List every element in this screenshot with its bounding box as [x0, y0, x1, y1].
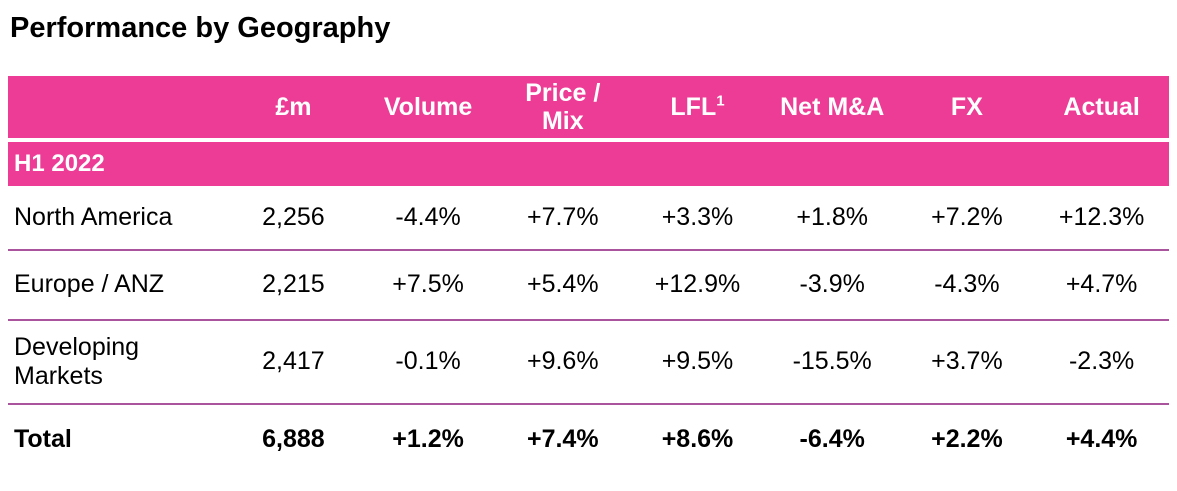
column-header-actual: Actual [1034, 76, 1169, 142]
table-header: £m Volume Price / Mix LFL1 Net M&A FX Ac… [8, 76, 1169, 142]
column-header-fx: FX [899, 76, 1035, 142]
table-row: Developing Markets 2,417 -0.1% +9.6% +9.5% -1… [8, 320, 1169, 405]
column-header-net-ma: Net M&A [764, 76, 900, 142]
data-cell: +7.4% [526, 424, 599, 453]
column-header-gbp-m: £m [226, 76, 361, 142]
data-cell: +9.6% [495, 320, 631, 405]
row-label: North America [8, 186, 227, 251]
data-cell: +12.3% [1034, 186, 1169, 251]
row-label-text: Total [14, 424, 72, 453]
data-cell: -2.3% [1034, 320, 1169, 405]
data-cell: 6,888 [262, 424, 325, 453]
data-cell: +4.4% [1065, 424, 1138, 453]
column-header-lfl: LFL1 [630, 76, 765, 142]
data-cell: +7.2% [899, 186, 1035, 251]
data-cell: +9.5% [630, 320, 765, 405]
table-row: Europe / ANZ 2,215 +7.5% +5.4% +12.9% -3.9% -4… [8, 250, 1169, 321]
column-header-label: Actual [1063, 93, 1140, 121]
data-cell: -6.4% [799, 424, 865, 453]
header-row: £m Volume Price / Mix LFL1 Net M&A FX Ac… [8, 76, 1169, 142]
row-label-text: Europe / ANZ [14, 270, 165, 299]
column-header-label: Net M&A [780, 93, 885, 121]
row-label-text: North America [14, 202, 173, 231]
data-cell: +7.7% [495, 186, 631, 251]
section-label: H1 2022 [8, 140, 1169, 186]
page-title: Performance by Geography [10, 12, 391, 44]
column-header-label: Price / Mix [525, 79, 601, 135]
column-header-label: Volume [383, 93, 473, 121]
column-header-price-mix: Price / Mix [495, 76, 631, 142]
lfl-footnote-marker: 1 [716, 92, 725, 110]
row-label-text: Developing Markets [14, 332, 140, 391]
column-header-label: LFL [670, 93, 717, 121]
section-row-h1-2022: H1 2022 [8, 140, 1169, 186]
data-cell: +1.8% [764, 186, 900, 251]
row-label: Developing Markets [8, 320, 227, 405]
row-label: Europe / ANZ [8, 250, 227, 321]
data-cell: +1.2% [392, 424, 464, 453]
data-cell: 2,215 [226, 250, 361, 321]
column-header-volume: Volume [360, 76, 496, 142]
row-label: Total [8, 404, 226, 474]
header-corner-cell [8, 76, 227, 142]
data-cell: +3.7% [899, 320, 1035, 405]
data-cell: -3.9% [764, 250, 900, 321]
table-row: North America 2,256 -4.4% +7.7% +3.3% +1.8% +7… [8, 186, 1169, 251]
data-cell: -0.1% [360, 320, 496, 405]
performance-table: £m Volume Price / Mix LFL1 Net M&A FX Ac… [8, 76, 1169, 474]
data-cell: 2,256 [226, 186, 361, 251]
data-cell: -15.5% [764, 320, 900, 405]
data-cell: -4.3% [899, 250, 1035, 321]
data-cell: +8.6% [661, 424, 734, 453]
data-cell: 2,417 [226, 320, 361, 405]
data-cell: +7.5% [360, 250, 496, 321]
data-cell: -4.4% [360, 186, 496, 251]
table-row-total: Total 6,888 +1.2% +7.4% +8.6% -6.4% +2.2% +4.4% [8, 404, 1169, 474]
data-cell: +12.9% [630, 250, 765, 321]
data-cell: +2.2% [931, 424, 1003, 453]
column-header-label: £m [275, 93, 312, 121]
data-cell: +3.3% [630, 186, 765, 251]
data-cell: +5.4% [495, 250, 631, 321]
data-cell: +4.7% [1034, 250, 1169, 321]
table-body: H1 2022 North America 2,256 -4.4% +7.7% +3.3… [8, 140, 1169, 474]
column-header-label: FX [950, 93, 983, 121]
